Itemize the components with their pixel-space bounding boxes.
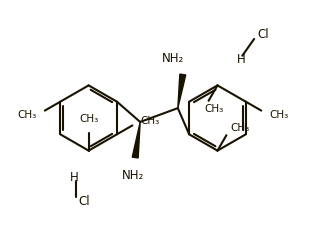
- Text: CH₃: CH₃: [79, 114, 98, 124]
- Polygon shape: [178, 74, 186, 108]
- Text: Cl: Cl: [257, 28, 269, 41]
- Text: CH₃: CH₃: [269, 110, 288, 120]
- Text: CH₃: CH₃: [231, 123, 250, 132]
- Text: CH₃: CH₃: [18, 110, 37, 120]
- Text: NH₂: NH₂: [122, 169, 144, 182]
- Text: CH₃: CH₃: [204, 104, 223, 114]
- Text: Cl: Cl: [79, 195, 90, 208]
- Text: H: H: [69, 171, 78, 184]
- Text: H: H: [237, 53, 245, 66]
- Text: CH₃: CH₃: [140, 116, 159, 126]
- Text: NH₂: NH₂: [162, 52, 184, 65]
- Polygon shape: [132, 122, 140, 158]
